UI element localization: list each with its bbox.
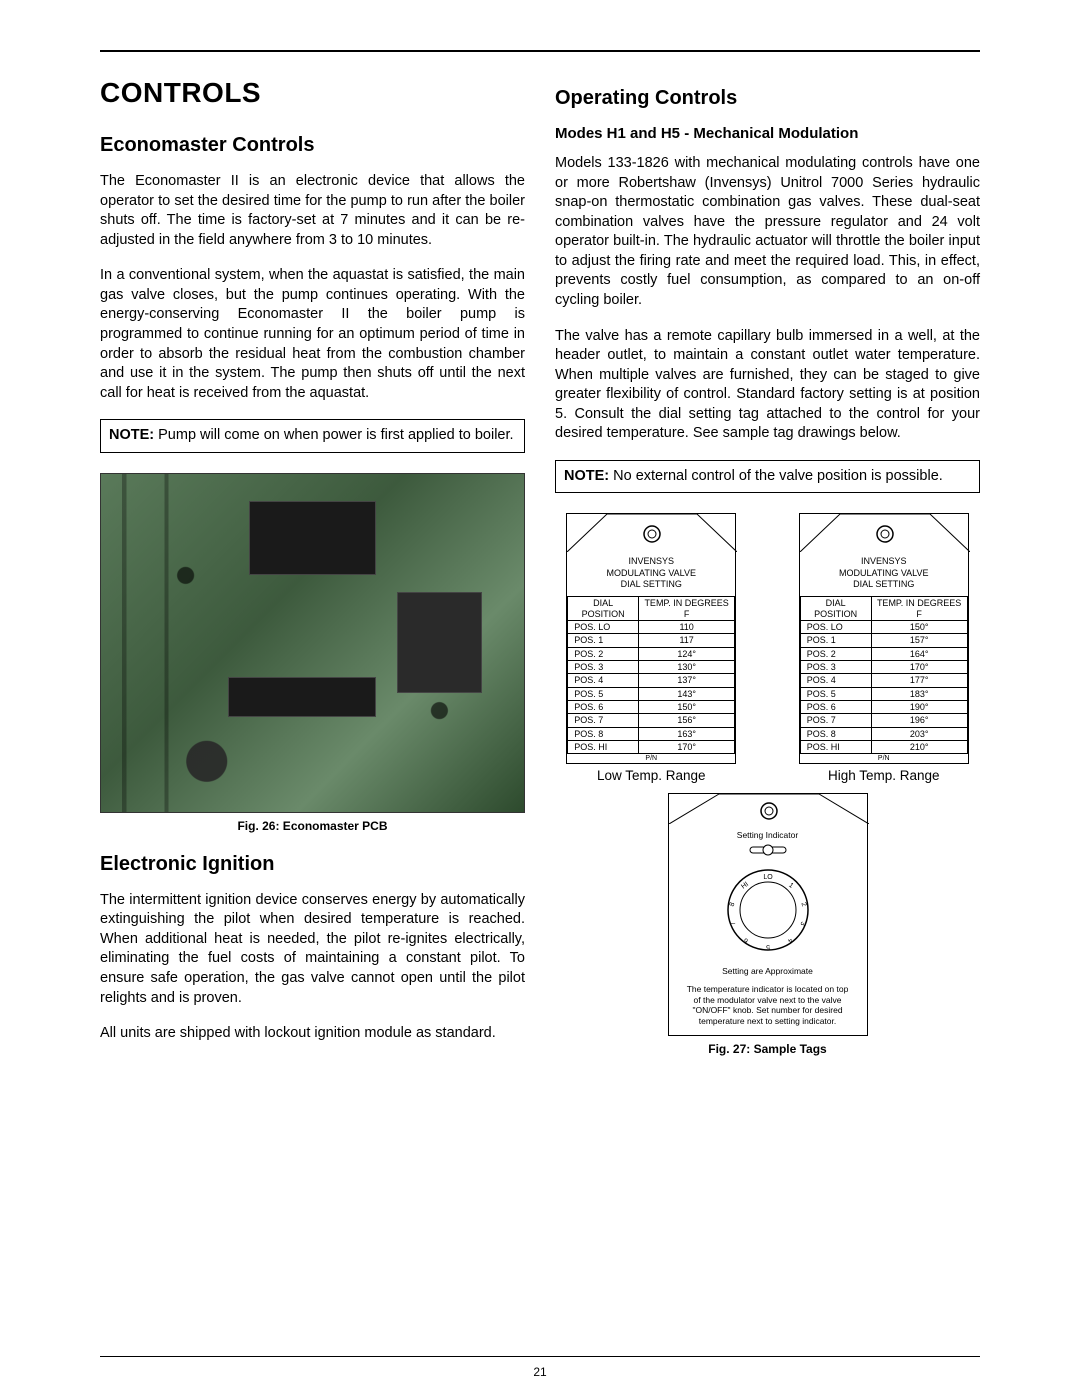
table-row: POS. 3170°	[800, 660, 967, 673]
tag-line3: DIAL SETTING	[571, 579, 731, 590]
th-temp: TEMP. IN DEGREES F	[871, 597, 967, 621]
table-row: POS. 5143°	[568, 687, 735, 700]
high-range-label: High Temp. Range	[799, 768, 969, 783]
tag-line2: MODULATING VALVE	[804, 568, 964, 579]
high-temp-tag: INVENSYS MODULATING VALVE DIAL SETTING D…	[799, 513, 969, 764]
table-row: POS. HI210°	[800, 740, 967, 753]
table-row: POS. 1157°	[800, 634, 967, 647]
operating-controls-heading: Operating Controls	[555, 87, 980, 110]
table-row: POS. HI170°	[568, 740, 735, 753]
ignition-para-2: All units are shipped with lockout ignit…	[100, 1024, 525, 1044]
svg-text:LO: LO	[763, 874, 773, 881]
svg-text:2: 2	[799, 902, 807, 908]
econo-para-2: In a conventional system, when the aquas…	[100, 266, 525, 403]
page-number: 21	[0, 1365, 1080, 1379]
th-dial: DIAL POSITION	[800, 597, 871, 621]
svg-text:6: 6	[742, 936, 749, 944]
bottom-tag-wrap: Setting Indicator LO 1 2 3 4 5 6	[555, 793, 980, 1035]
electronic-ignition-heading: Electronic Ignition	[100, 853, 525, 876]
top-rule	[100, 50, 980, 52]
fig-26-caption: Fig. 26: Economaster PCB	[100, 819, 525, 833]
table-row: POS. 5183°	[800, 687, 967, 700]
note-bold-right: NOTE:	[564, 468, 609, 484]
economaster-pcb-image	[100, 473, 525, 813]
tag-pn: P/N	[567, 754, 735, 763]
two-column-layout: CONTROLS Economaster Controls The Econom…	[100, 77, 980, 1076]
econo-para-1: The Economaster II is an electronic devi…	[100, 172, 525, 250]
table-row: POS. 6190°	[800, 700, 967, 713]
table-row: POS. 4177°	[800, 674, 967, 687]
note-box-right: NOTE: No external control of the valve p…	[555, 460, 980, 494]
fig-27-caption: Fig. 27: Sample Tags	[555, 1042, 980, 1056]
dial-icon: LO 1 2 3 4 5 6 7 8 HI	[723, 865, 813, 955]
bottom-rule	[100, 1356, 980, 1357]
note-bold: NOTE:	[109, 427, 154, 443]
svg-text:7: 7	[729, 920, 737, 926]
high-temp-table: DIAL POSITION TEMP. IN DEGREES F POS. LO…	[800, 596, 968, 754]
svg-text:3: 3	[798, 920, 806, 926]
main-heading: CONTROLS	[100, 77, 525, 109]
svg-text:4: 4	[786, 936, 793, 944]
indicator-icon	[738, 843, 798, 857]
tag-description: The temperature indicator is located on …	[669, 984, 867, 1027]
note-box-left: NOTE: Pump will come on when power is fi…	[100, 419, 525, 453]
ignition-para-1: The intermittent ignition device conserv…	[100, 891, 525, 1008]
table-row: POS. 2124°	[568, 647, 735, 660]
tag-pn: P/N	[800, 754, 968, 763]
th-temp: TEMP. IN DEGREES F	[639, 597, 735, 621]
setting-indicator-tag: Setting Indicator LO 1 2 3 4 5 6	[668, 793, 868, 1035]
table-row: POS. LO150°	[800, 620, 967, 633]
low-temp-tag: INVENSYS MODULATING VALVE DIAL SETTING D…	[566, 513, 736, 764]
table-row: POS. 1117	[568, 634, 735, 647]
op-para-2: The valve has a remote capillary bulb im…	[555, 327, 980, 444]
svg-text:5: 5	[765, 943, 769, 950]
note-text: Pump will come on when power is first ap…	[154, 427, 513, 443]
approx-label: Setting are Approximate	[669, 966, 867, 977]
modes-heading: Modes H1 and H5 - Mechanical Modulation	[555, 125, 980, 142]
low-temp-table: DIAL POSITION TEMP. IN DEGREES F POS. LO…	[567, 596, 735, 754]
left-column: CONTROLS Economaster Controls The Econom…	[100, 77, 525, 1076]
op-para-1: Models 133-1826 with mechanical modulati…	[555, 154, 980, 311]
range-labels: Low Temp. Range High Temp. Range	[555, 768, 980, 783]
table-row: POS. 7156°	[568, 714, 735, 727]
low-range-label: Low Temp. Range	[566, 768, 736, 783]
right-column: Operating Controls Modes H1 and H5 - Mec…	[555, 77, 980, 1076]
svg-text:8: 8	[728, 901, 736, 907]
table-row: POS. 8163°	[568, 727, 735, 740]
svg-text:1: 1	[787, 882, 794, 890]
setting-indicator-label: Setting Indicator	[669, 830, 867, 841]
economaster-heading: Economaster Controls	[100, 134, 525, 157]
table-row: POS. 4137°	[568, 674, 735, 687]
tag-brand: INVENSYS	[804, 556, 964, 567]
note-text-right: No external control of the valve positio…	[609, 468, 943, 484]
table-row: POS. 8203°	[800, 727, 967, 740]
tag-line3: DIAL SETTING	[804, 579, 964, 590]
table-row: POS. 2164°	[800, 647, 967, 660]
table-row: POS. 6150°	[568, 700, 735, 713]
tag-row: INVENSYS MODULATING VALVE DIAL SETTING D…	[555, 513, 980, 764]
tag-line2: MODULATING VALVE	[571, 568, 731, 579]
table-row: POS. 3130°	[568, 660, 735, 673]
th-dial: DIAL POSITION	[568, 597, 639, 621]
table-row: POS. 7196°	[800, 714, 967, 727]
tag-brand: INVENSYS	[571, 556, 731, 567]
table-row: POS. LO110	[568, 620, 735, 633]
